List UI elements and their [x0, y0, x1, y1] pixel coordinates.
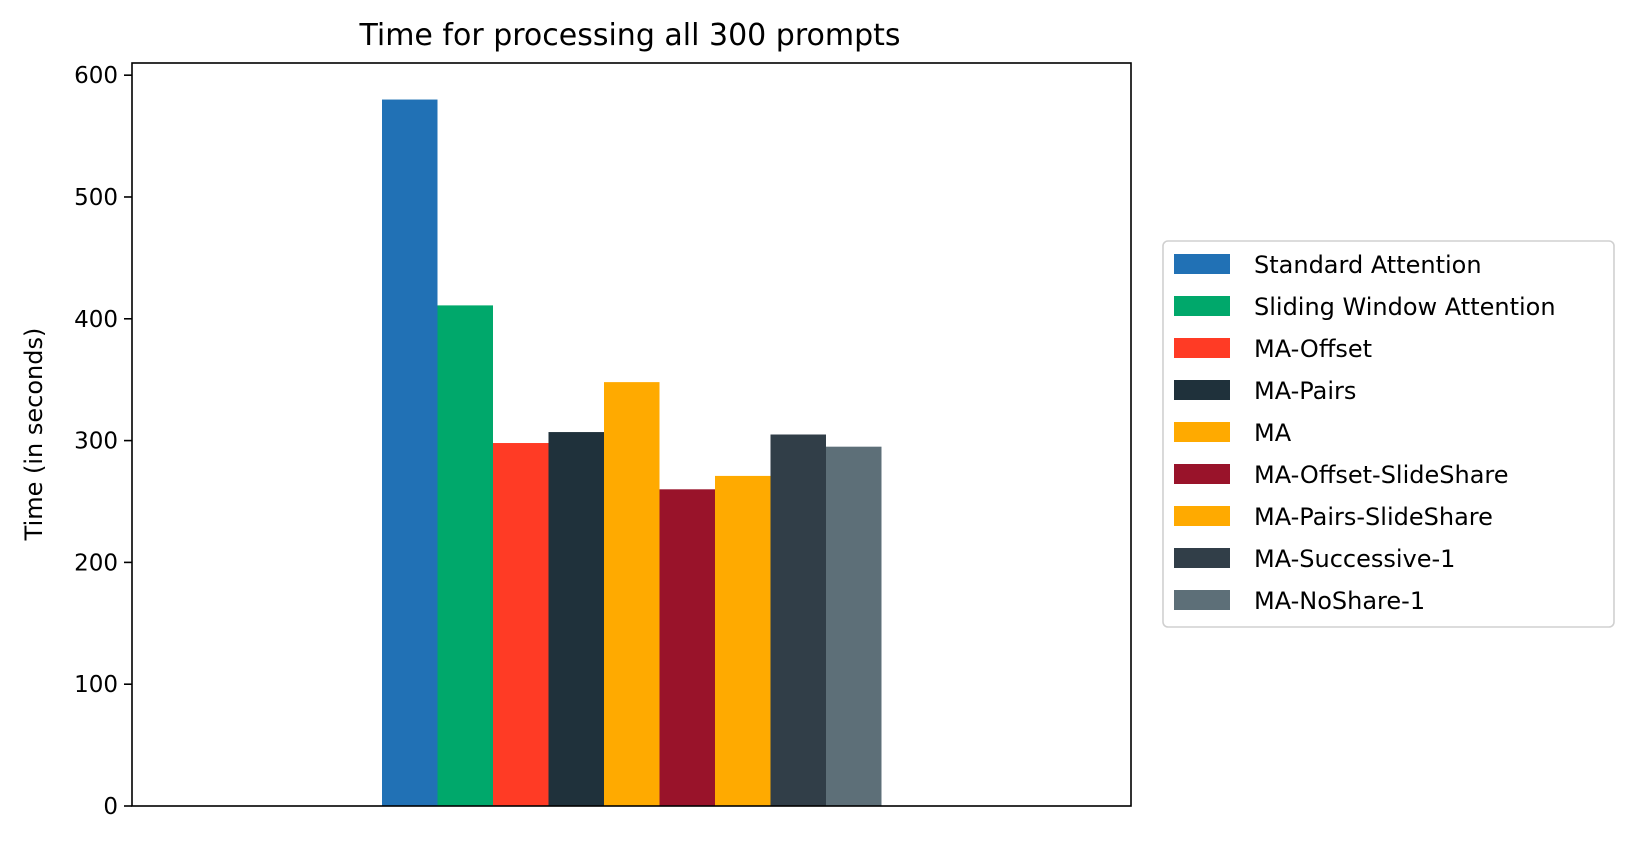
- bar-standard-attention: [382, 99, 438, 806]
- y-tick-label: 400: [74, 307, 118, 333]
- bar-ma-offset: [493, 443, 549, 806]
- y-tick-label: 100: [74, 672, 118, 698]
- y-tick-label: 300: [74, 429, 118, 455]
- legend-label: Sliding Window Attention: [1254, 293, 1556, 321]
- legend-items: Standard Attention Sliding Window Attenti…: [1174, 251, 1556, 615]
- legend-swatch: [1174, 548, 1230, 568]
- bar-ma-pairs: [548, 432, 604, 806]
- legend-label: MA-Pairs: [1254, 377, 1356, 405]
- y-axis-label: Time (in seconds): [20, 328, 48, 542]
- legend-swatch: [1174, 506, 1230, 526]
- legend-swatch: [1174, 464, 1230, 484]
- bar-ma-successive-1: [770, 434, 826, 806]
- legend-swatch: [1174, 296, 1230, 316]
- bar-ma-offset-slideshare: [659, 489, 715, 806]
- legend-label: MA-NoShare-1: [1254, 587, 1425, 615]
- legend-swatch: [1174, 422, 1230, 442]
- legend-label: MA-Offset-SlideShare: [1254, 461, 1509, 489]
- bar-ma: [604, 382, 660, 806]
- legend-label: MA: [1254, 419, 1292, 447]
- legend-label: MA-Offset: [1254, 335, 1372, 363]
- bar-series-group: [382, 99, 882, 806]
- plot-area-frame: [131, 62, 1132, 807]
- legend-swatch: [1174, 380, 1230, 400]
- y-axis-ticks: 0 100 200 300 400 500 600: [74, 63, 132, 820]
- legend-box: [1162, 240, 1615, 628]
- bar-sliding-window-attention: [437, 305, 493, 806]
- y-tick-label: 200: [74, 550, 118, 576]
- chart-title: Time for processing all 300 prompts: [358, 18, 900, 53]
- legend-label: MA-Successive-1: [1254, 545, 1455, 573]
- legend-label: MA-Pairs-SlideShare: [1254, 503, 1493, 531]
- legend-swatch: [1174, 338, 1230, 358]
- bar-ma-noshare-1: [826, 446, 882, 806]
- legend-swatch: [1174, 590, 1230, 610]
- y-tick-label: 0: [103, 794, 118, 820]
- y-tick-label: 500: [74, 185, 118, 211]
- legend: Standard Attention Sliding Window Attenti…: [1162, 240, 1615, 628]
- legend-label: Standard Attention: [1254, 251, 1482, 279]
- legend-swatch: [1174, 254, 1230, 274]
- bar-ma-pairs-slideshare: [715, 475, 771, 806]
- y-tick-label: 600: [74, 63, 118, 89]
